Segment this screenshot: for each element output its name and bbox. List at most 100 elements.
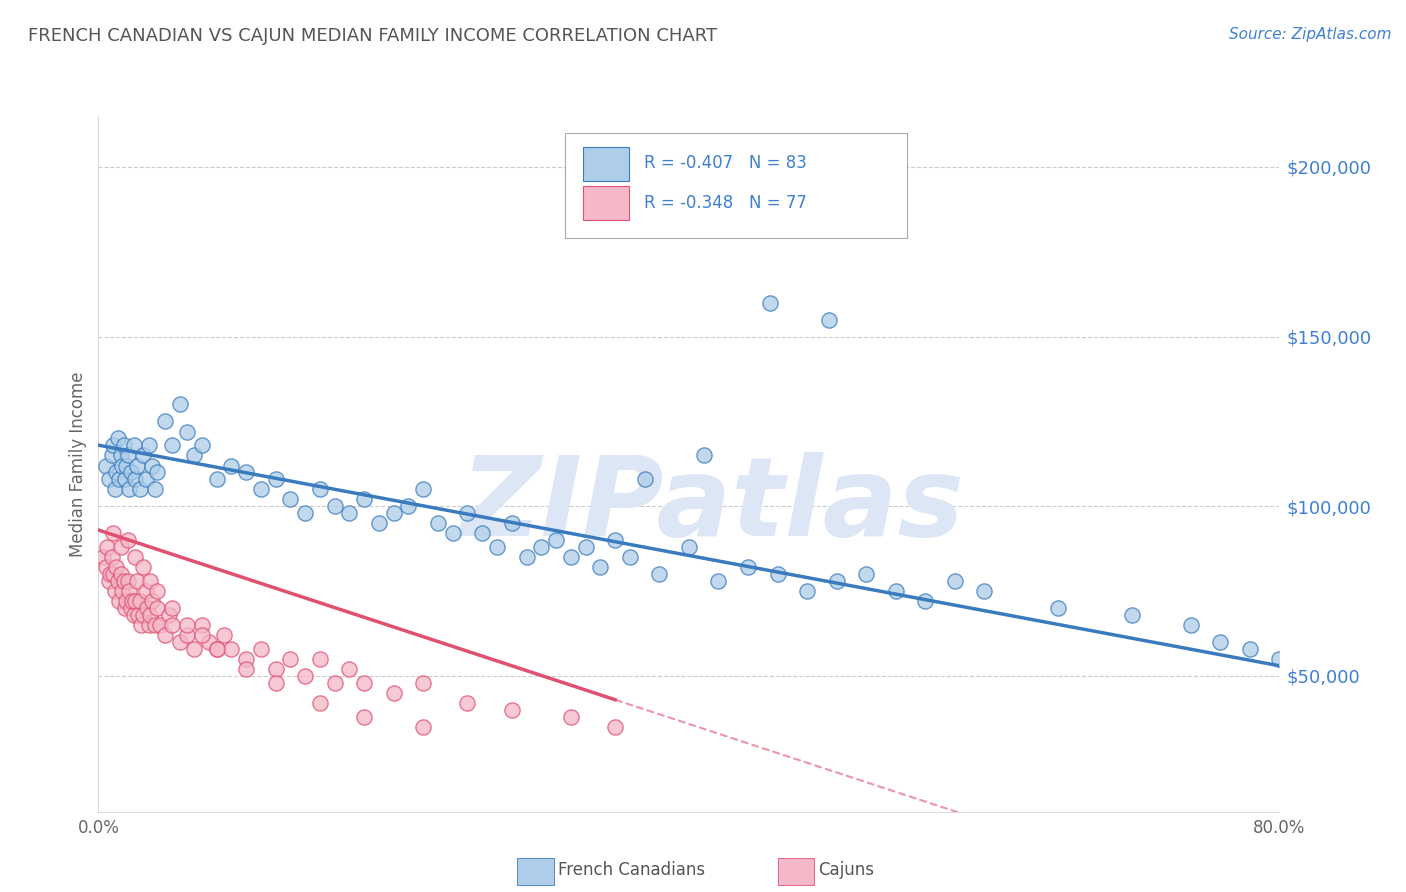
Point <box>120 466 142 480</box>
Point <box>112 574 135 588</box>
Point <box>633 472 655 486</box>
Point <box>162 601 183 615</box>
Text: ZIPatlas: ZIPatlas <box>461 452 965 559</box>
Point <box>796 584 818 599</box>
Point <box>560 709 582 723</box>
Point <box>103 526 125 541</box>
Point <box>825 574 848 588</box>
Point <box>176 618 198 632</box>
FancyBboxPatch shape <box>582 186 628 220</box>
Point <box>135 472 157 486</box>
Point <box>264 472 287 486</box>
Text: Cajuns: Cajuns <box>818 861 875 879</box>
Point <box>427 516 450 531</box>
Point <box>108 594 131 608</box>
Point <box>471 526 494 541</box>
Point <box>737 560 759 574</box>
FancyBboxPatch shape <box>582 147 628 181</box>
Point <box>141 458 163 473</box>
Point <box>125 574 148 588</box>
Point <box>146 601 169 615</box>
Point <box>323 500 346 514</box>
Point <box>353 675 375 690</box>
Point <box>264 662 287 676</box>
Point <box>146 584 169 599</box>
Point <box>323 675 346 690</box>
Point <box>264 675 287 690</box>
Point <box>605 720 627 734</box>
Point <box>127 607 149 622</box>
Point <box>91 550 114 565</box>
Point <box>183 641 205 656</box>
Point <box>128 483 150 497</box>
Point <box>169 635 191 649</box>
Point <box>132 607 155 622</box>
Point <box>501 703 523 717</box>
Point <box>94 458 117 473</box>
Point <box>120 601 142 615</box>
Point <box>100 550 122 565</box>
Point <box>149 618 172 632</box>
Point <box>115 594 138 608</box>
Point <box>678 540 700 554</box>
Point <box>183 448 205 462</box>
Point <box>353 709 375 723</box>
Text: R = -0.407   N = 83: R = -0.407 N = 83 <box>644 154 807 172</box>
Point <box>1180 618 1202 632</box>
Point <box>169 397 191 411</box>
Point <box>139 607 162 622</box>
Point <box>153 414 176 428</box>
Point <box>855 567 877 582</box>
Point <box>412 720 434 734</box>
Point <box>191 618 214 632</box>
Point <box>104 584 127 599</box>
Point <box>198 635 221 649</box>
Point <box>136 601 159 615</box>
Point <box>107 431 129 445</box>
Point <box>176 425 198 439</box>
Point <box>250 483 273 497</box>
Point <box>382 506 405 520</box>
Point <box>589 560 612 574</box>
Point <box>574 540 596 554</box>
Point <box>235 652 257 666</box>
Point <box>1239 641 1261 656</box>
Point <box>94 560 117 574</box>
Point <box>132 448 155 462</box>
Point <box>382 686 405 700</box>
Point <box>115 458 138 473</box>
Point <box>104 483 127 497</box>
Y-axis label: Median Family Income: Median Family Income <box>69 371 87 557</box>
Point <box>162 438 183 452</box>
Point <box>105 466 128 480</box>
Point <box>139 574 162 588</box>
Point <box>143 618 166 632</box>
Text: Source: ZipAtlas.com: Source: ZipAtlas.com <box>1229 27 1392 42</box>
Point <box>103 438 125 452</box>
Point <box>205 472 228 486</box>
Point <box>278 652 302 666</box>
Point <box>124 472 146 486</box>
Point <box>141 594 163 608</box>
Point <box>943 574 966 588</box>
Point <box>337 506 360 520</box>
Point <box>105 560 128 574</box>
Point <box>176 628 198 642</box>
Point <box>530 540 553 554</box>
Point <box>884 584 907 599</box>
Point <box>108 472 131 486</box>
Point <box>107 574 129 588</box>
Point <box>117 574 139 588</box>
Point <box>648 567 671 582</box>
Point <box>309 652 332 666</box>
Point <box>309 696 332 710</box>
Point <box>138 618 160 632</box>
Point <box>368 516 391 531</box>
Point <box>162 618 183 632</box>
Point <box>619 550 641 565</box>
Point <box>818 312 841 326</box>
Point <box>560 550 582 565</box>
Point <box>212 628 235 642</box>
Point <box>138 438 160 452</box>
Point <box>309 483 332 497</box>
